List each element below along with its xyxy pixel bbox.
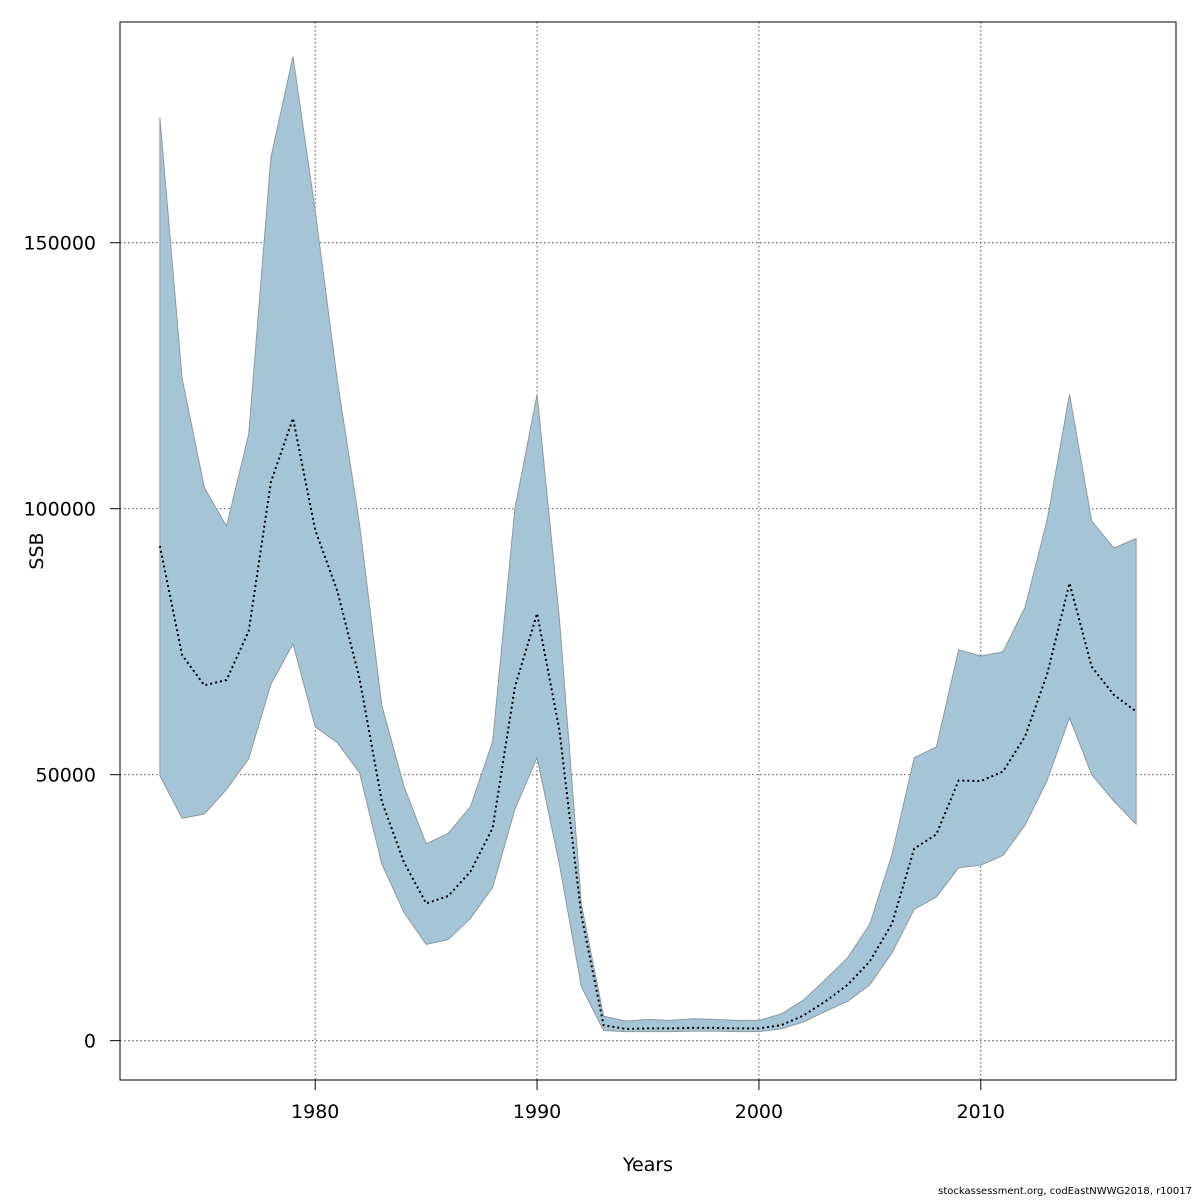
y-tick-label: 150000	[23, 233, 96, 255]
plot-frame	[119, 21, 1177, 1081]
y-axis: 0 50000 100000 150000	[23, 233, 120, 1053]
x-tick-label: 1990	[513, 1101, 561, 1123]
y-axis-title: SSB	[26, 532, 48, 569]
x-tick-label: 1980	[291, 1101, 339, 1123]
y-tick-label: 0	[84, 1031, 96, 1053]
y-tick-label: 100000	[23, 499, 96, 521]
x-tick-label: 2010	[957, 1101, 1005, 1123]
y-tick-label: 50000	[36, 765, 96, 787]
ssb-estimate-line	[158, 414, 1137, 1030]
x-axis: 1980 1990 2000 2010	[291, 1080, 1005, 1123]
confidence-band	[159, 56, 1137, 1033]
x-tick-label: 2000	[735, 1101, 783, 1123]
x-axis-title: Years	[622, 1154, 673, 1176]
source-footer: stockassessment.org, codEastNWWG2018, r1…	[938, 1186, 1192, 1197]
